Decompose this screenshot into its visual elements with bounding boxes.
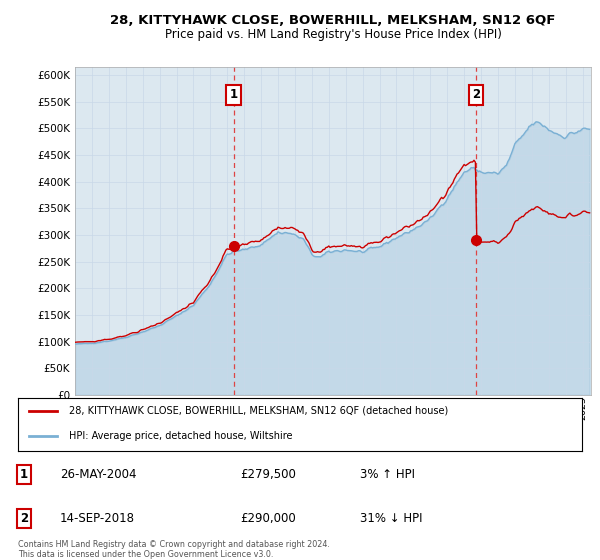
Text: £279,500: £279,500 bbox=[240, 468, 296, 481]
Text: Contains HM Land Registry data © Crown copyright and database right 2024.
This d: Contains HM Land Registry data © Crown c… bbox=[18, 540, 330, 559]
Text: 28, KITTYHAWK CLOSE, BOWERHILL, MELKSHAM, SN12 6QF: 28, KITTYHAWK CLOSE, BOWERHILL, MELKSHAM… bbox=[110, 14, 556, 27]
Text: 3% ↑ HPI: 3% ↑ HPI bbox=[360, 468, 415, 481]
Text: 2: 2 bbox=[20, 512, 28, 525]
Text: 31% ↓ HPI: 31% ↓ HPI bbox=[360, 512, 422, 525]
Text: 1: 1 bbox=[230, 88, 238, 101]
Text: HPI: Average price, detached house, Wiltshire: HPI: Average price, detached house, Wilt… bbox=[69, 431, 292, 441]
Text: £290,000: £290,000 bbox=[240, 512, 296, 525]
Text: 14-SEP-2018: 14-SEP-2018 bbox=[60, 512, 135, 525]
Text: 26-MAY-2004: 26-MAY-2004 bbox=[60, 468, 137, 481]
Text: Price paid vs. HM Land Registry's House Price Index (HPI): Price paid vs. HM Land Registry's House … bbox=[164, 28, 502, 41]
Text: 28, KITTYHAWK CLOSE, BOWERHILL, MELKSHAM, SN12 6QF (detached house): 28, KITTYHAWK CLOSE, BOWERHILL, MELKSHAM… bbox=[69, 406, 448, 416]
Text: 1: 1 bbox=[20, 468, 28, 481]
Text: 2: 2 bbox=[472, 88, 480, 101]
